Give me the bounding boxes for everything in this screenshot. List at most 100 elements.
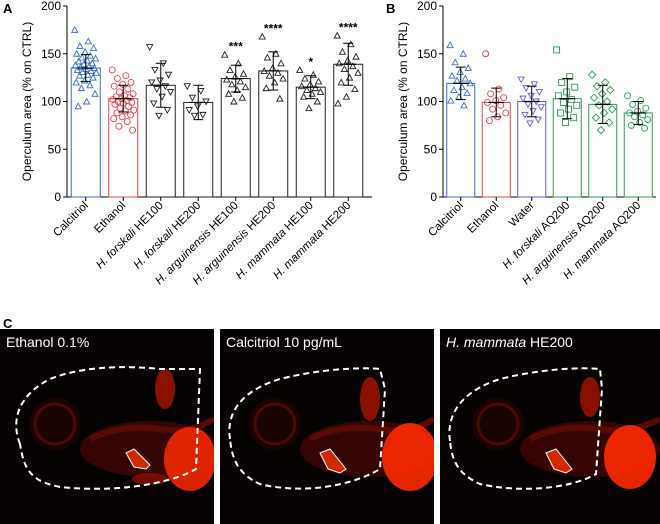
data-point — [158, 93, 166, 101]
data-point — [566, 73, 574, 81]
data-point — [122, 72, 130, 80]
data-point — [529, 108, 537, 115]
treatment-name: AQ200 — [537, 200, 573, 236]
data-point — [118, 113, 126, 121]
treatment-name: HE200 — [318, 200, 354, 236]
significance-label: * — [308, 55, 313, 69]
data-point — [524, 101, 532, 109]
operculum-outline — [545, 448, 573, 474]
data-point — [555, 92, 562, 100]
data-point — [604, 118, 614, 127]
y-axis-label: Operculum area (% on CTRL) — [20, 22, 34, 181]
treatment-name: HE200 — [243, 200, 279, 236]
data-point — [556, 109, 564, 117]
data-point — [314, 77, 323, 85]
data-point — [517, 76, 525, 84]
x-tick-label: Calcitriol — [426, 200, 466, 240]
data-point — [553, 46, 561, 54]
micrograph-calcitriol: Calcitriol 10 pg/mL — [220, 329, 434, 524]
data-point — [629, 100, 637, 108]
data-point — [188, 94, 197, 102]
data-point — [86, 81, 94, 89]
data-point — [502, 109, 510, 117]
data-point — [274, 68, 282, 76]
bar — [70, 67, 101, 198]
treatment-name: Ethanol — [92, 200, 128, 236]
data-point — [156, 77, 164, 85]
x-tick-label: H. forskali AQ200 — [501, 200, 573, 272]
data-point — [560, 99, 567, 106]
data-point — [230, 97, 238, 105]
data-point — [241, 83, 250, 91]
data-point — [127, 78, 135, 86]
data-point — [78, 67, 87, 75]
data-point — [130, 106, 138, 114]
data-point — [482, 50, 490, 58]
data-point — [451, 58, 459, 66]
data-point — [127, 111, 135, 119]
data-point — [489, 105, 496, 113]
x-tick-label: H. forskali HE100 — [94, 200, 166, 272]
treatment-name: Calcitriol — [51, 200, 91, 240]
data-point — [587, 70, 597, 79]
data-point — [558, 78, 566, 86]
micrograph-ethanol: Ethanol 0.1% — [0, 329, 214, 524]
data-point — [270, 78, 279, 86]
data-point — [166, 88, 175, 96]
data-point — [644, 116, 652, 124]
data-point — [121, 107, 129, 115]
data-point — [297, 82, 306, 90]
data-point — [72, 78, 80, 86]
data-point — [602, 97, 612, 106]
data-point — [308, 89, 316, 97]
data-point — [110, 115, 118, 123]
data-point — [334, 99, 342, 107]
data-point — [631, 113, 638, 121]
treatment-name: HE200 — [168, 200, 204, 236]
y-tick-label: 100 — [41, 95, 61, 109]
data-point — [185, 107, 193, 115]
data-point — [349, 62, 357, 70]
micrograph-label: Ethanol 0.1% — [6, 334, 90, 350]
x-tick-label: H. forskali HE200 — [132, 200, 204, 272]
data-point — [534, 116, 542, 124]
micrograph-label: Calcitriol 10 pg/mL — [226, 334, 342, 350]
data-point — [70, 25, 79, 33]
data-point — [262, 84, 270, 92]
data-point — [71, 61, 80, 69]
data-point — [335, 59, 343, 67]
y-axis-label: Operculum area (% on CTRL) — [396, 22, 410, 181]
data-point — [589, 93, 599, 102]
data-point — [333, 31, 341, 39]
panel-label-c: C — [3, 316, 13, 329]
data-point — [226, 66, 234, 73]
micrograph-drawing — [228, 367, 434, 491]
data-point — [342, 92, 351, 100]
data-point — [115, 88, 123, 96]
data-point — [299, 92, 308, 100]
data-point — [519, 95, 527, 103]
data-point — [573, 101, 581, 109]
data-point — [258, 32, 266, 40]
micrograph-mammata: H. mammata HE200 — [440, 329, 660, 524]
y-tick-label: 50 — [48, 142, 62, 156]
data-point — [316, 88, 325, 95]
data-point — [279, 74, 287, 82]
y-tick-label: 150 — [41, 47, 61, 61]
y-tick-label: 200 — [41, 0, 61, 13]
data-point — [639, 111, 647, 119]
bar — [295, 86, 326, 198]
data-point — [634, 107, 642, 115]
y-tick-label: 0 — [54, 190, 61, 204]
treatment-name: Water — [507, 200, 537, 230]
x-tick-label: Ethanol — [92, 200, 128, 236]
data-point — [594, 101, 604, 110]
data-point — [530, 81, 539, 89]
data-point — [345, 73, 354, 81]
data-point — [77, 84, 86, 92]
data-point — [228, 80, 236, 88]
data-point — [537, 104, 545, 112]
data-point — [183, 83, 191, 91]
data-point — [597, 89, 607, 99]
data-point — [84, 70, 92, 78]
